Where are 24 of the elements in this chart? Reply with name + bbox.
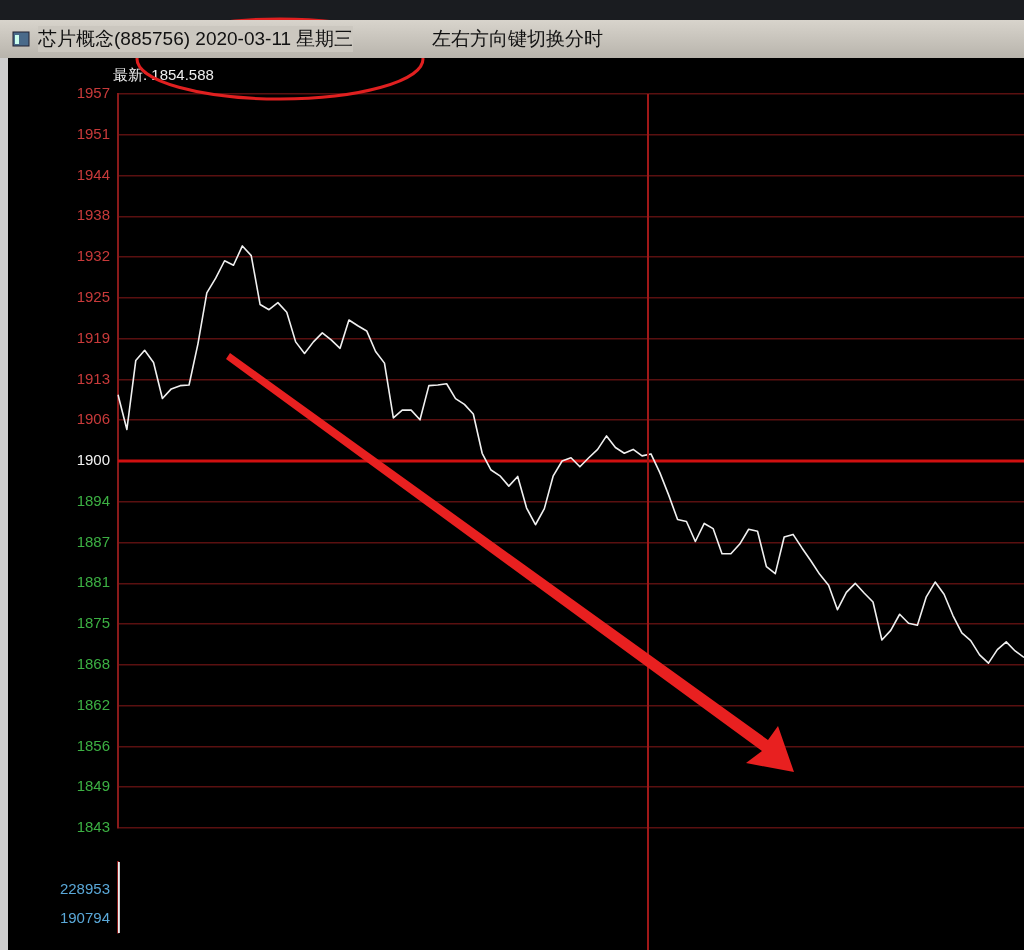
- y-tick-label: 1944: [76, 165, 110, 183]
- y-tick-label: 1887: [76, 532, 110, 550]
- y-tick-label: 1906: [76, 410, 110, 428]
- y-tick-label: 1849: [76, 777, 110, 795]
- y-tick-label: 1957: [76, 84, 110, 102]
- y-tick-label: 1868: [76, 655, 110, 673]
- y-tick-label: 1881: [76, 573, 110, 591]
- y-tick-label: 190794: [59, 908, 110, 926]
- y-tick-label: 1913: [76, 369, 110, 387]
- y-tick-label: 228953: [59, 880, 110, 898]
- y-tick-label: 1856: [76, 736, 110, 754]
- y-tick-label: 1875: [76, 614, 110, 632]
- text: 最新: 1854.588: [113, 66, 214, 85]
- y-tick-label: 1925: [76, 288, 110, 306]
- y-tick-label: 1843: [76, 818, 110, 836]
- y-tick-label: 1951: [76, 124, 110, 142]
- y-tick-label: 1862: [76, 695, 110, 713]
- y-tick-label: 1932: [76, 247, 110, 265]
- y-tick-label: 1900: [76, 451, 110, 469]
- chart-subtitle: 左右方向键切换分时: [432, 27, 603, 51]
- y-tick-label: 1938: [76, 206, 110, 224]
- y-tick-label: 1894: [76, 491, 110, 509]
- chart-title: 芯片概念(885756) 2020-03-11 星期三: [38, 26, 354, 52]
- y-tick-label: 1919: [76, 328, 110, 346]
